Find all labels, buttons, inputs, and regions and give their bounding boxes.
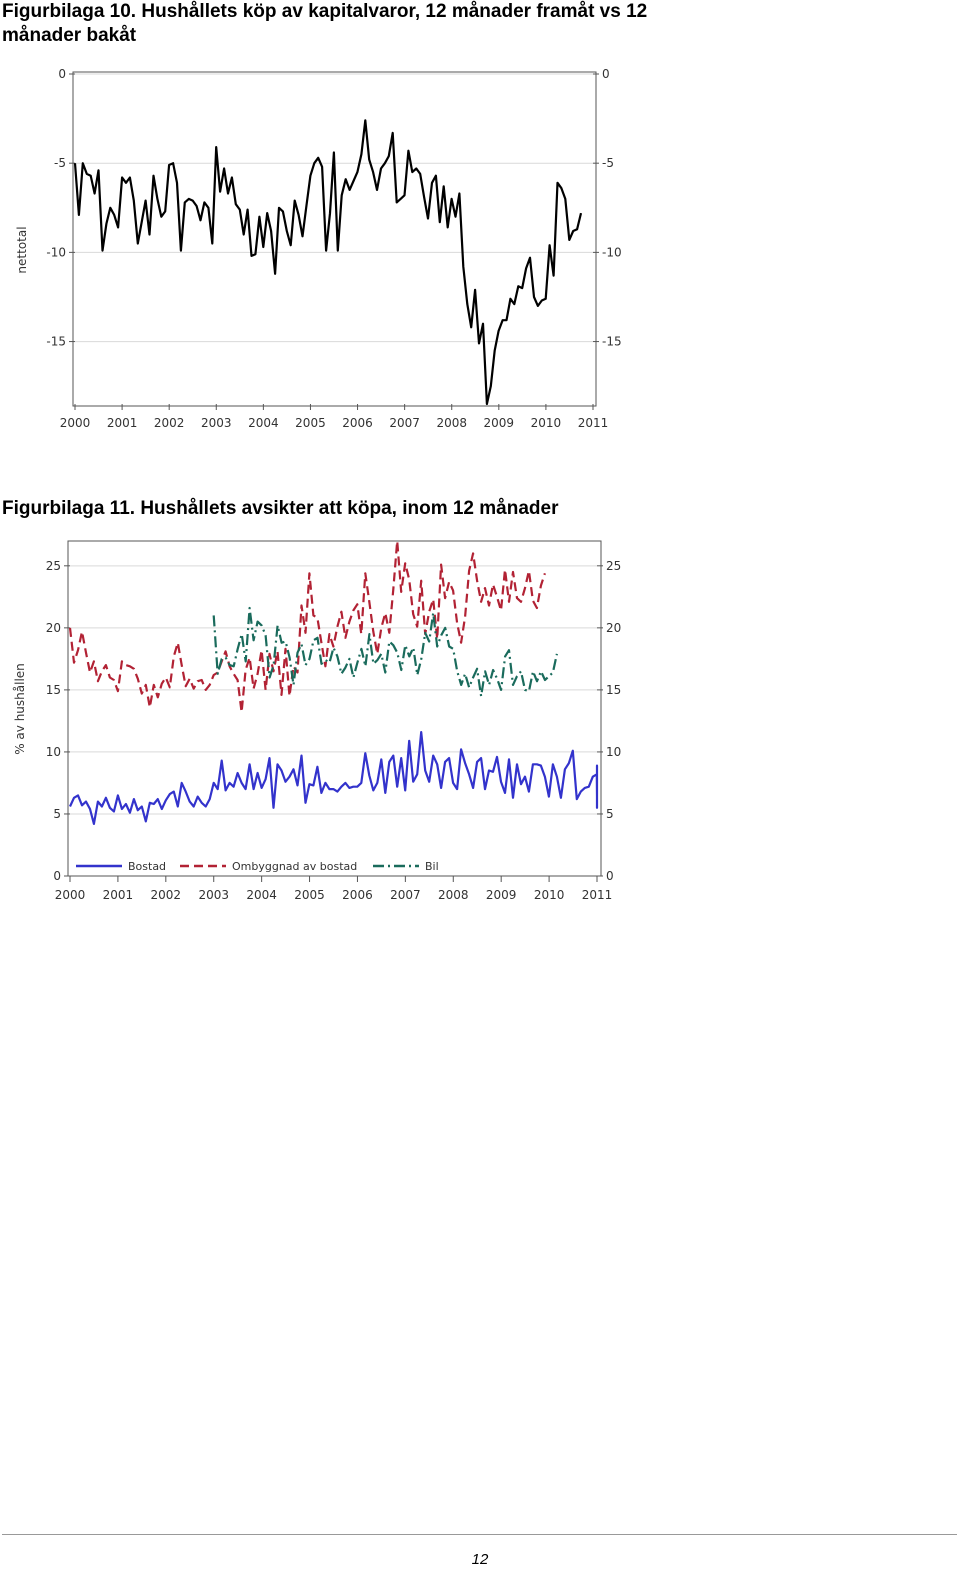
x-tick-label: 2009 bbox=[486, 888, 517, 902]
x-tick-label: 2011 bbox=[578, 416, 609, 430]
x-tick-label: 2000 bbox=[60, 416, 91, 430]
footer-divider bbox=[2, 1534, 957, 1535]
y-tick-label-left: 10 bbox=[46, 745, 61, 759]
series-line-0 bbox=[73, 119, 583, 406]
legend-label-1: Ombyggnad av bostad bbox=[232, 860, 357, 873]
figure-11-title: Figurbilaga 11. Hushållets avsikter att … bbox=[2, 498, 559, 519]
x-tick-label: 2006 bbox=[342, 888, 373, 902]
y-tick-label-left: 0 bbox=[58, 67, 66, 81]
y-tick-label-left: -10 bbox=[46, 245, 66, 259]
y-tick-label-right: 25 bbox=[606, 559, 621, 573]
y-tick-label-right: 15 bbox=[606, 683, 621, 697]
x-tick-label: 2000 bbox=[55, 888, 86, 902]
y-tick-label-right: -5 bbox=[602, 156, 614, 170]
chart1-series-layer bbox=[73, 119, 583, 406]
y-tick-label-right: -10 bbox=[602, 245, 622, 259]
y-tick-label-right: 20 bbox=[606, 621, 621, 635]
chart1-ylabel: nettotal bbox=[15, 226, 29, 273]
series-line-bil bbox=[212, 606, 558, 698]
chart2-plot-frame bbox=[67, 540, 602, 877]
figure-10-title: Figurbilaga 10. Hushållets köp av kapita… bbox=[2, 1, 648, 46]
y-tick-label-left: 25 bbox=[46, 559, 61, 573]
x-tick-label: 2007 bbox=[389, 416, 420, 430]
y-tick-label-left: -15 bbox=[46, 335, 66, 349]
x-tick-label: 2003 bbox=[198, 888, 229, 902]
chart1-plot-frame bbox=[72, 71, 597, 407]
x-tick-label: 2001 bbox=[107, 416, 138, 430]
chart2-ticks: 25 25 20 20 15 15 10 10 5 5 0 0 2000 2001 2002 2003 2004… bbox=[46, 559, 622, 902]
x-tick-label: 2007 bbox=[390, 888, 421, 902]
page-number: 12 bbox=[471, 1551, 489, 1568]
chart-purchases-net: 0 0 -5 -5 -10 -10 -15 -15 2000 2001 2002 2003 2004 20… bbox=[15, 67, 622, 430]
x-tick-label: 2004 bbox=[248, 416, 279, 430]
chart2-ylabel: % av hushållen bbox=[13, 663, 27, 755]
x-tick-label: 2002 bbox=[151, 888, 182, 902]
y-tick-label-right: 0 bbox=[606, 869, 614, 883]
chart1-gridlines bbox=[75, 73, 593, 343]
y-tick-label-right: 5 bbox=[606, 807, 614, 821]
y-tick-label-left: 5 bbox=[53, 807, 61, 821]
x-tick-label: 2010 bbox=[534, 888, 565, 902]
x-tick-label: 2008 bbox=[436, 416, 467, 430]
y-tick-label-left: 20 bbox=[46, 621, 61, 635]
x-tick-label: 2008 bbox=[438, 888, 469, 902]
x-tick-label: 2009 bbox=[484, 416, 515, 430]
y-tick-label-left: -5 bbox=[54, 156, 66, 170]
series-line-ombyggnad-av-bostad bbox=[68, 539, 546, 714]
chart2-legend: Bostad Ombyggnad av bostad Bil bbox=[76, 860, 439, 873]
x-tick-label: 2006 bbox=[342, 416, 373, 430]
x-tick-label: 2002 bbox=[154, 416, 185, 430]
legend-label-0: Bostad bbox=[128, 860, 166, 873]
x-tick-label: 2001 bbox=[103, 888, 134, 902]
y-tick-label-right: -15 bbox=[602, 335, 622, 349]
series-line-bostad bbox=[69, 731, 599, 825]
x-tick-label: 2004 bbox=[246, 888, 277, 902]
x-tick-label: 2003 bbox=[201, 416, 232, 430]
chart-purchase-intentions: 25 25 20 20 15 15 10 10 5 5 0 0 2000 2001 2002 2003 2004… bbox=[13, 539, 622, 902]
chart1-ticks: 0 0 -5 -5 -10 -10 -15 -15 2000 2001 2002 2003 2004 20… bbox=[46, 67, 621, 430]
y-tick-label-left: 0 bbox=[53, 869, 61, 883]
x-tick-label: 2011 bbox=[582, 888, 613, 902]
x-tick-label: 2005 bbox=[294, 888, 325, 902]
y-tick-label-right: 10 bbox=[606, 745, 621, 759]
x-tick-label: 2010 bbox=[531, 416, 562, 430]
legend-label-2: Bil bbox=[425, 860, 439, 873]
y-tick-label-left: 15 bbox=[46, 683, 61, 697]
x-tick-label: 2005 bbox=[295, 416, 326, 430]
y-tick-label-right: 0 bbox=[602, 67, 610, 81]
chart2-gridlines bbox=[70, 565, 597, 877]
chart2-series-layer bbox=[68, 539, 599, 825]
